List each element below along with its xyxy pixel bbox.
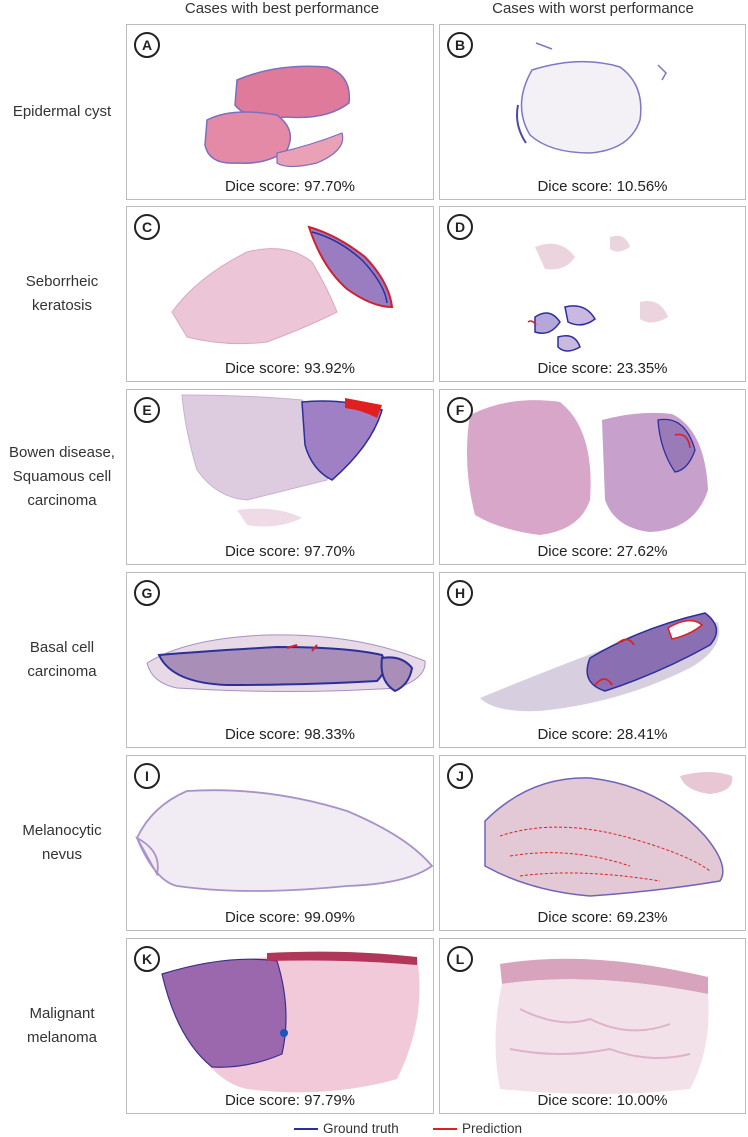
dice-score: Dice score: 23.35%	[537, 360, 668, 377]
panel-j: J Dice score: 69.23%	[439, 755, 746, 931]
column-header-worst: Cases with worst performance	[492, 0, 694, 17]
row-label-line: keratosis	[31, 297, 93, 314]
panel-letter: F	[447, 397, 473, 423]
legend: Ground truth Prediction	[0, 1120, 748, 1137]
panel-i: I Dice score: 99.09%	[126, 755, 434, 931]
row-label-line: Bowen disease,	[9, 444, 115, 461]
histology-image	[204, 65, 351, 168]
histology-image	[161, 951, 420, 1093]
panel-letter: K	[134, 946, 160, 972]
panel-letter: D	[447, 214, 473, 240]
row-label-line: Melanocytic	[22, 822, 102, 839]
row-label-seborrheic-keratosis: Seborrheic keratosis	[0, 206, 124, 382]
histology-image	[484, 772, 733, 897]
panel-letter: H	[447, 580, 473, 606]
row-label-line: carcinoma	[27, 663, 97, 680]
dice-score: Dice score: 93.92%	[224, 360, 356, 377]
histology-image	[516, 42, 667, 154]
row-label-line: Malignant	[29, 1005, 95, 1022]
legend-label-prediction: Prediction	[462, 1121, 523, 1136]
dice-score: Dice score: 27.62%	[537, 543, 668, 560]
row-label-line: nevus	[41, 846, 83, 863]
dice-score: Dice score: 99.09%	[224, 909, 356, 926]
row-label-melanocytic-nevus: Melanocytic nevus	[0, 755, 124, 931]
dice-score: Dice score: 10.00%	[537, 1092, 668, 1109]
row-label-line: Basal cell	[29, 639, 95, 656]
panel-letter: L	[447, 946, 473, 972]
panel-k: K Dice score: 97.79%	[126, 938, 434, 1114]
histology-image	[495, 958, 709, 1094]
legend-item-ground-truth: Ground truth	[294, 1121, 399, 1136]
row-label-malignant-melanoma: Malignant melanoma	[0, 938, 124, 1114]
panel-letter: J	[447, 763, 473, 789]
row-label-line: melanoma	[26, 1029, 98, 1046]
histology-image	[135, 789, 433, 892]
dice-score: Dice score: 97.70%	[224, 543, 356, 560]
histology-image	[466, 400, 708, 535]
dice-score: Dice score: 98.33%	[224, 726, 356, 743]
row-label-basal-cell-carcinoma: Basal cell carcinoma	[0, 572, 124, 748]
panel-f: F Dice score: 27.62%	[439, 389, 746, 565]
row-label-line: Seborrheic	[25, 273, 99, 290]
histology-image	[146, 634, 426, 693]
panel-l: L Dice score: 10.00%	[439, 938, 746, 1114]
dice-score: Dice score: 97.70%	[224, 178, 356, 195]
panel-letter: I	[134, 763, 160, 789]
histology-image	[527, 235, 668, 352]
histology-image	[480, 612, 720, 712]
legend-swatch-ground-truth	[294, 1127, 318, 1130]
legend-swatch-prediction	[433, 1127, 457, 1130]
dice-score: Dice score: 10.56%	[537, 178, 668, 195]
row-label-bowen-disease: Bowen disease, Squamous cell carcinoma	[0, 389, 124, 565]
panel-letter: C	[134, 214, 160, 240]
dice-score: Dice score: 69.23%	[537, 909, 668, 926]
row-label-line: Epidermal cyst	[12, 103, 112, 120]
panel-letter: B	[447, 32, 473, 58]
panel-g: G Dice score: 98.33%	[126, 572, 434, 748]
histology-image	[181, 394, 383, 527]
row-label-line: carcinoma	[27, 492, 97, 509]
panel-h: H Dice score: 28.41%	[439, 572, 746, 748]
panel-c: C Dice score: 93.92%	[126, 206, 434, 382]
row-label-epidermal-cyst: Epidermal cyst	[0, 24, 124, 200]
column-header-best: Cases with best performance	[184, 0, 380, 17]
legend-item-prediction: Prediction	[433, 1121, 522, 1136]
panel-letter: E	[134, 397, 160, 423]
histology-image	[171, 225, 394, 345]
panel-e: E Dice score: 97.70%	[126, 389, 434, 565]
panel-letter: A	[134, 32, 160, 58]
panel-a: A Dice score: 97.70%	[126, 24, 434, 200]
panel-d: D Dice score: 23.35%	[439, 206, 746, 382]
dice-score: Dice score: 28.41%	[537, 726, 668, 743]
legend-label-ground-truth: Ground truth	[323, 1121, 399, 1136]
row-label-line: Squamous cell	[12, 468, 112, 485]
dice-score: Dice score: 97.79%	[224, 1092, 356, 1109]
panel-b: B Dice score: 10.56%	[439, 24, 746, 200]
panel-letter: G	[134, 580, 160, 606]
